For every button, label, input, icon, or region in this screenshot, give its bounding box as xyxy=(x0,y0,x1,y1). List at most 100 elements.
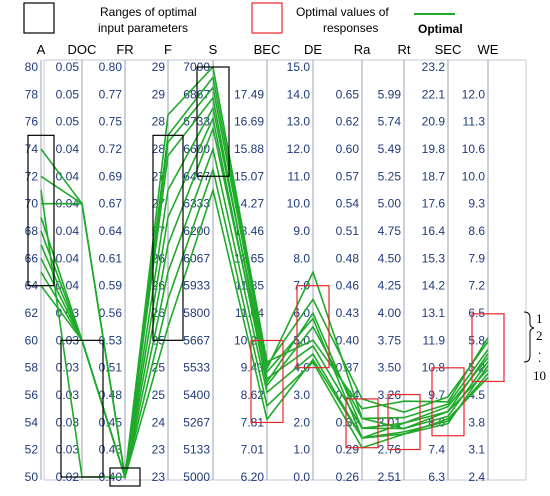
value-box-rt xyxy=(387,393,421,451)
tick-label: 7.9 xyxy=(468,251,485,265)
value-box-ra xyxy=(345,398,379,449)
tick-label: 22.1 xyxy=(422,87,446,101)
range-box-f xyxy=(152,134,184,341)
legend-range-label-line2: input parameters xyxy=(98,21,188,35)
series-line-9 xyxy=(40,166,489,480)
tick-label: 14.2 xyxy=(422,279,446,293)
tick-label: 3.1 xyxy=(468,443,485,457)
series-bracket: 1 2 .. 10 xyxy=(523,311,546,383)
tick-label: 20.9 xyxy=(422,115,446,129)
tick-label: 0.48 xyxy=(99,388,123,402)
tick-label: 0.03 xyxy=(56,443,80,457)
bracket-label-dots: .. xyxy=(538,342,541,365)
tick-label: 6200 xyxy=(183,224,210,238)
tick-label: 4.50 xyxy=(378,251,402,265)
axis-label-s: S xyxy=(209,42,218,57)
tick-label: 5.99 xyxy=(378,87,402,101)
tick-label: 0.04 xyxy=(56,142,80,156)
bracket-label-1: 1 xyxy=(536,311,543,326)
tick-label: 80 xyxy=(25,60,39,74)
tick-label: 6.5 xyxy=(468,306,485,320)
tick-label: 0.62 xyxy=(336,115,360,129)
tick-label: 9.7 xyxy=(428,388,445,402)
tick-label: 23 xyxy=(152,470,166,484)
tick-label: 14.0 xyxy=(287,87,311,101)
tick-label: 0.0 xyxy=(293,470,310,484)
tick-label: 0.80 xyxy=(99,60,123,74)
value-box-sec xyxy=(431,367,465,437)
tick-label: 72 xyxy=(25,169,39,183)
tick-label: 0.29 xyxy=(336,443,360,457)
tick-label: 0.60 xyxy=(336,142,360,156)
plot-frame xyxy=(43,59,527,481)
tick-label: 0.64 xyxy=(99,224,123,238)
tick-label: 12.0 xyxy=(287,142,311,156)
tick-label: 0.45 xyxy=(99,415,123,429)
tick-label: 60 xyxy=(25,333,39,347)
tick-label: 12.0 xyxy=(462,87,486,101)
tick-label: 7.01 xyxy=(241,443,265,457)
tick-label: 0.05 xyxy=(56,60,80,74)
tick-label: 0.03 xyxy=(56,388,80,402)
legend-value-label-line2: responses xyxy=(323,21,378,35)
legend-value-label-line1: Optimal values of xyxy=(296,5,389,19)
tick-label: 5267 xyxy=(183,415,210,429)
axis-label-we: WE xyxy=(478,42,499,57)
tick-label: 23.2 xyxy=(422,60,446,74)
tick-label: 0.05 xyxy=(56,87,80,101)
tick-label: 0.59 xyxy=(99,279,123,293)
tick-label: 0.46 xyxy=(336,279,360,293)
tick-label: 5.00 xyxy=(378,197,402,211)
tick-label: 29 xyxy=(152,87,166,101)
tick-label: 7.4 xyxy=(428,443,445,457)
tick-label: 16.69 xyxy=(234,115,264,129)
tick-label: 0.04 xyxy=(56,224,80,238)
value-box-de xyxy=(296,285,330,369)
tick-label: 15.07 xyxy=(234,169,264,183)
tick-label: 10.6 xyxy=(462,142,486,156)
tick-label: 50 xyxy=(25,470,39,484)
tick-label: 0.04 xyxy=(56,251,80,265)
tick-label: 56 xyxy=(25,388,39,402)
tick-label: 0.61 xyxy=(99,251,123,265)
tick-label: 13.1 xyxy=(422,306,446,320)
tick-label: 0.03 xyxy=(56,415,80,429)
tick-label: 58 xyxy=(25,361,39,375)
tick-label: 11.9 xyxy=(423,333,446,347)
range-box-a xyxy=(27,134,55,287)
tick-label: 15.0 xyxy=(287,60,311,74)
tick-label: 66 xyxy=(25,251,39,265)
tick-label: 3.8 xyxy=(468,415,485,429)
tick-label: 5000 xyxy=(183,470,210,484)
axis-label-rt: Rt xyxy=(398,42,411,57)
axis-label-doc: DOC xyxy=(68,42,97,57)
legend-range-label-line1: Ranges of optimal xyxy=(100,5,197,19)
tick-label: 0.05 xyxy=(56,115,80,129)
legend: Ranges of optimal input parameters Optim… xyxy=(23,2,463,36)
axes-layer: A80787674727068666462605856545250DOC0.05… xyxy=(25,42,499,484)
tick-label: 0.51 xyxy=(99,361,123,375)
tick-label: 9.3 xyxy=(468,197,485,211)
tick-label: 2.51 xyxy=(378,470,402,484)
range-box-s xyxy=(196,66,230,177)
tick-label: 76 xyxy=(25,115,39,129)
tick-label: 15.88 xyxy=(234,142,264,156)
tick-label: 0.67 xyxy=(99,197,123,211)
tick-label: 0.54 xyxy=(336,197,360,211)
tick-label: 8.62 xyxy=(241,388,265,402)
legend-value-box xyxy=(251,2,283,34)
value-box-bec xyxy=(250,339,284,424)
tick-label: 10.0 xyxy=(462,169,486,183)
tick-label: 23 xyxy=(152,443,166,457)
tick-label: 0.65 xyxy=(336,87,360,101)
tick-label: 52 xyxy=(25,443,39,457)
tick-label: 0.69 xyxy=(99,169,123,183)
axis-label-bec: BEC xyxy=(254,42,281,57)
series-line-10 xyxy=(40,187,489,478)
tick-label: 10.0 xyxy=(287,197,311,211)
axis-label-fr: FR xyxy=(116,42,133,57)
tick-label: 74 xyxy=(25,142,39,156)
tick-label: 15.3 xyxy=(422,251,446,265)
legend-range-box xyxy=(23,2,55,34)
